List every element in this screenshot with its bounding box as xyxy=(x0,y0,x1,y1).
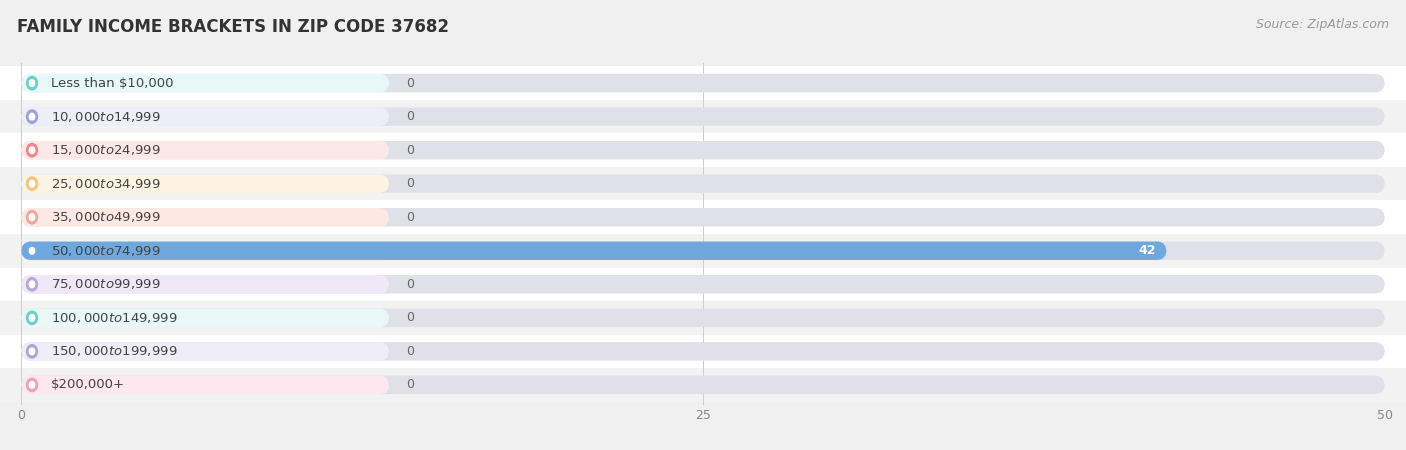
Text: 0: 0 xyxy=(406,278,413,291)
FancyBboxPatch shape xyxy=(21,309,389,327)
Circle shape xyxy=(30,382,35,388)
FancyBboxPatch shape xyxy=(21,208,389,226)
Bar xyxy=(0,368,1406,402)
FancyBboxPatch shape xyxy=(21,74,389,92)
Text: 0: 0 xyxy=(406,177,413,190)
Text: $35,000 to $49,999: $35,000 to $49,999 xyxy=(51,210,160,224)
Circle shape xyxy=(27,211,38,224)
FancyBboxPatch shape xyxy=(21,175,1385,193)
Text: $200,000+: $200,000+ xyxy=(51,378,125,392)
Text: Source: ZipAtlas.com: Source: ZipAtlas.com xyxy=(1256,18,1389,31)
Text: 0: 0 xyxy=(406,345,413,358)
FancyBboxPatch shape xyxy=(21,342,389,360)
Text: $10,000 to $14,999: $10,000 to $14,999 xyxy=(51,110,160,124)
Text: 42: 42 xyxy=(1139,244,1156,257)
Text: $150,000 to $199,999: $150,000 to $199,999 xyxy=(51,344,177,358)
Text: Less than $10,000: Less than $10,000 xyxy=(51,76,173,90)
Bar xyxy=(0,301,1406,335)
Bar xyxy=(0,335,1406,368)
Circle shape xyxy=(27,110,38,123)
Text: 0: 0 xyxy=(406,144,413,157)
Circle shape xyxy=(27,278,38,291)
Text: FAMILY INCOME BRACKETS IN ZIP CODE 37682: FAMILY INCOME BRACKETS IN ZIP CODE 37682 xyxy=(17,18,449,36)
FancyBboxPatch shape xyxy=(21,342,1385,360)
FancyBboxPatch shape xyxy=(21,275,389,293)
Text: $100,000 to $149,999: $100,000 to $149,999 xyxy=(51,311,177,325)
Circle shape xyxy=(30,80,35,86)
Circle shape xyxy=(27,177,38,190)
Circle shape xyxy=(30,348,35,355)
FancyBboxPatch shape xyxy=(21,275,1385,293)
Bar xyxy=(0,167,1406,200)
FancyBboxPatch shape xyxy=(21,376,389,394)
Circle shape xyxy=(30,281,35,288)
Circle shape xyxy=(27,345,38,358)
Circle shape xyxy=(30,315,35,321)
FancyBboxPatch shape xyxy=(21,242,1167,260)
Text: 0: 0 xyxy=(406,378,413,392)
Text: 0: 0 xyxy=(406,311,413,324)
Text: $25,000 to $34,999: $25,000 to $34,999 xyxy=(51,177,160,191)
Circle shape xyxy=(27,76,38,90)
Bar xyxy=(0,100,1406,133)
Text: 0: 0 xyxy=(406,211,413,224)
Text: $50,000 to $74,999: $50,000 to $74,999 xyxy=(51,244,160,258)
Text: 0: 0 xyxy=(406,110,413,123)
Circle shape xyxy=(27,311,38,324)
Bar xyxy=(0,234,1406,268)
FancyBboxPatch shape xyxy=(21,108,389,126)
Circle shape xyxy=(30,180,35,187)
FancyBboxPatch shape xyxy=(21,242,389,260)
FancyBboxPatch shape xyxy=(21,208,1385,226)
Circle shape xyxy=(27,378,38,392)
Bar xyxy=(0,200,1406,234)
FancyBboxPatch shape xyxy=(21,242,1385,260)
Circle shape xyxy=(27,244,38,257)
Bar xyxy=(0,268,1406,301)
Bar xyxy=(0,133,1406,167)
FancyBboxPatch shape xyxy=(21,141,389,159)
FancyBboxPatch shape xyxy=(21,141,1385,159)
Text: $75,000 to $99,999: $75,000 to $99,999 xyxy=(51,277,160,291)
Circle shape xyxy=(30,248,35,254)
FancyBboxPatch shape xyxy=(21,74,1385,92)
Circle shape xyxy=(30,113,35,120)
Circle shape xyxy=(30,214,35,220)
Text: 0: 0 xyxy=(406,76,413,90)
Text: $15,000 to $24,999: $15,000 to $24,999 xyxy=(51,143,160,157)
FancyBboxPatch shape xyxy=(21,309,1385,327)
Circle shape xyxy=(30,147,35,153)
FancyBboxPatch shape xyxy=(21,376,1385,394)
FancyBboxPatch shape xyxy=(21,108,1385,126)
FancyBboxPatch shape xyxy=(21,175,389,193)
Circle shape xyxy=(27,144,38,157)
Bar xyxy=(0,66,1406,100)
